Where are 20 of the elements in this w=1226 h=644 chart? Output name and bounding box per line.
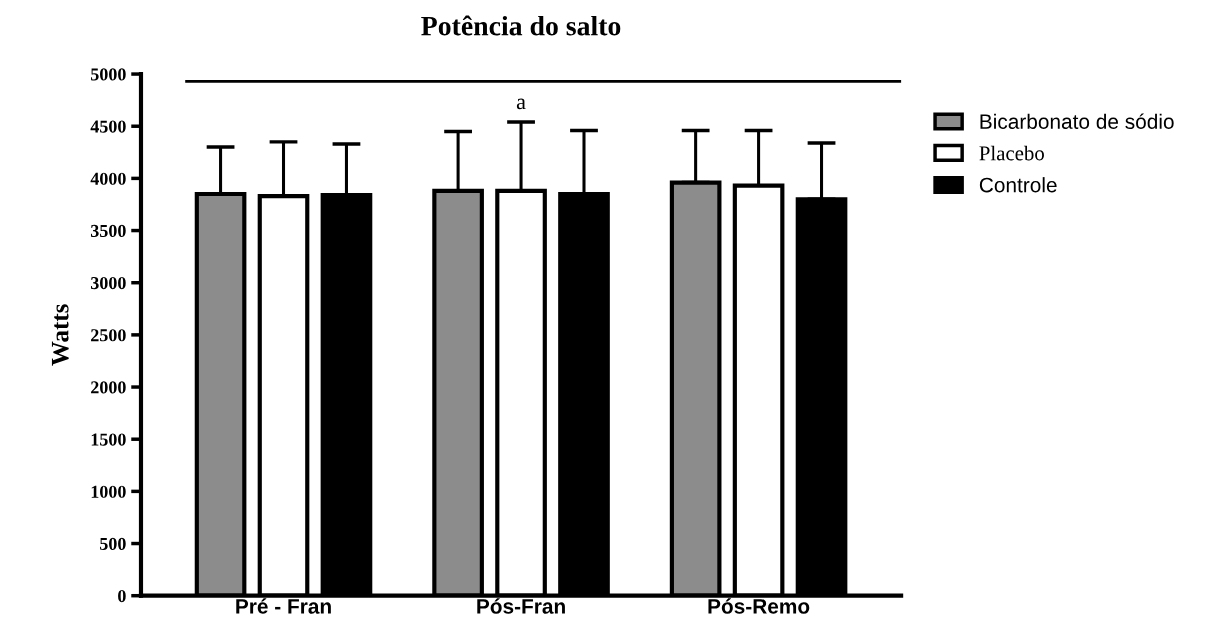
y-tick-label: 500 [100, 537, 126, 550]
y-tick-label: 4500 [90, 120, 126, 133]
y-tick-label: 4000 [90, 172, 126, 185]
y-axis-title: Watts [51, 304, 69, 366]
y-tick-label: 2000 [91, 381, 126, 394]
x-tick-label: Pré - Fran [236, 598, 331, 614]
y-tick-label: 1500 [91, 433, 126, 446]
legend-label: Placebo [979, 145, 1044, 161]
legend-label: Controle [979, 177, 1057, 193]
chart-title: Potência do salto [421, 15, 621, 36]
y-tick-label: 3500 [90, 224, 126, 237]
x-tick-label: Pós-Remo [708, 598, 810, 614]
y-tick-label: 3000 [90, 276, 126, 290]
annotation: a [516, 98, 526, 110]
y-tick-label: 1000 [91, 485, 126, 498]
legend-label: Bicarbonato de sódio [980, 113, 1174, 129]
x-tick-label: Pós-Fran [477, 598, 565, 614]
y-tick-label: 0 [118, 589, 126, 603]
y-tick-label: 2500 [91, 329, 126, 342]
y-tick-label: 5000 [91, 68, 126, 81]
